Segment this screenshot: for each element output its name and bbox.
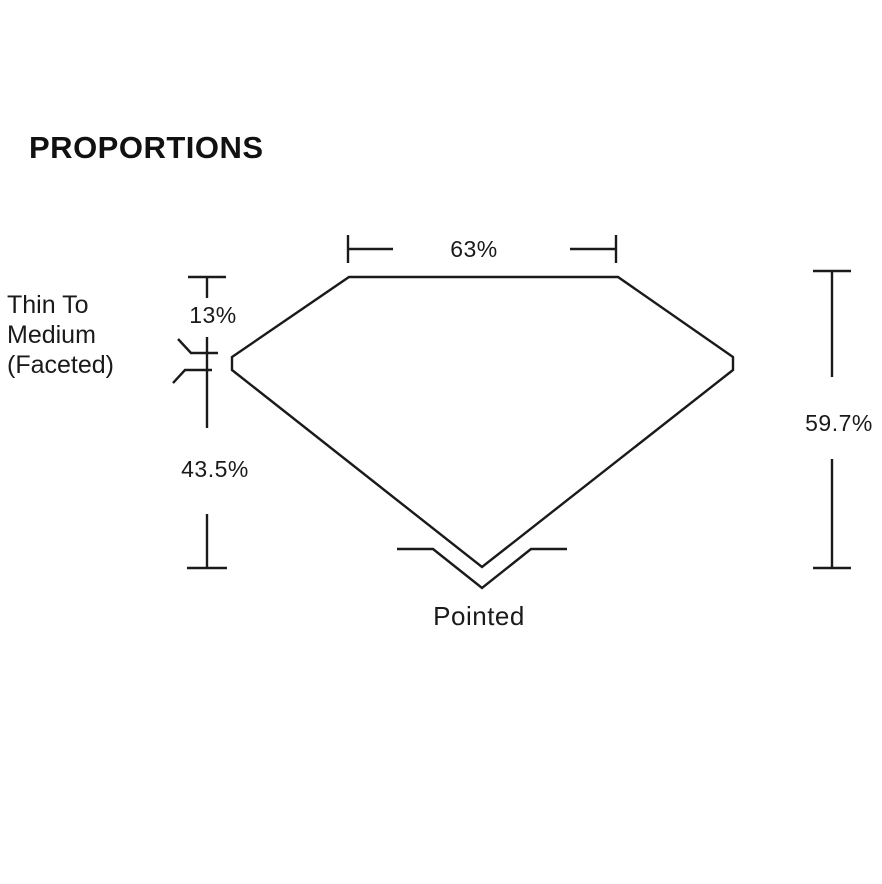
girdle-bracket-upper [177, 338, 218, 355]
table-width-label: 63% [450, 236, 498, 262]
crown-height-label: 13% [189, 302, 237, 328]
pavilion-depth-label: 43.5% [181, 456, 249, 482]
pointed-culet-mark [397, 547, 567, 590]
diamond-profile-outline [230, 275, 735, 569]
girdle-label-line-3: (Faceted) [7, 351, 114, 379]
girdle-label-line-2: Medium [7, 321, 96, 349]
girdle-thickness-label: Thin To Medium (Faceted) [7, 290, 114, 380]
page-title: PROPORTIONS [29, 130, 264, 165]
girdle-label-line-1: Thin To [7, 291, 89, 319]
total-depth-label: 59.7% [805, 410, 873, 436]
culet-label: Pointed [433, 601, 525, 631]
girdle-bracket-lower [172, 368, 212, 384]
